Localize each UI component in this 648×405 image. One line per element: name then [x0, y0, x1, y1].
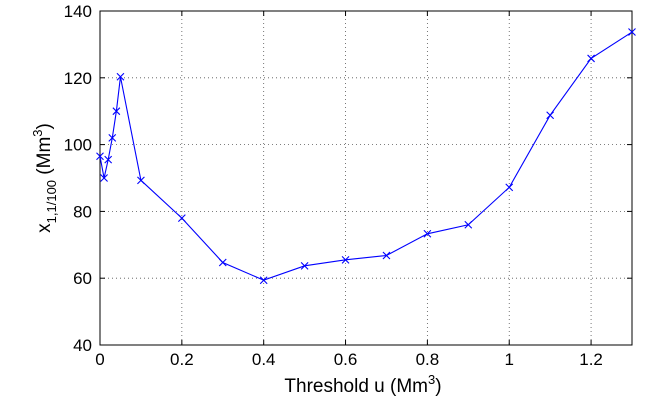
- data-point-marker: [100, 174, 108, 182]
- x-tick-label: 0.8: [416, 350, 440, 369]
- data-point-marker: [505, 183, 514, 192]
- data-point-marker: [104, 155, 113, 164]
- x-axis-label: Threshold u (Mm3): [284, 372, 441, 397]
- y-axis-label: x1,1/100 (Mm3): [30, 123, 59, 233]
- x-tick-label: 0.6: [334, 350, 358, 369]
- data-point-marker: [96, 152, 104, 161]
- y-tick-label: 140: [64, 2, 92, 21]
- data-point-marker: [628, 28, 636, 36]
- axis-ticks: 0 0.2 0.4 0.6 0.8 1 1.2 40 60 80 100 120 140: [64, 2, 632, 369]
- data-point-marker: [112, 107, 121, 116]
- y-tick-label: 120: [64, 69, 92, 88]
- x-tick-label: 1: [504, 350, 513, 369]
- data-point-marker: [108, 134, 117, 142]
- y-tick-label: 60: [73, 269, 92, 288]
- data-point-marker: [137, 176, 145, 185]
- x-tick-label: 1.2: [579, 350, 603, 369]
- plot-frame: [99, 10, 633, 346]
- data-series: [96, 28, 636, 285]
- x-tick-label: 0: [95, 350, 104, 369]
- grid: [99, 10, 632, 346]
- x-tick-label: 0.2: [170, 350, 194, 369]
- y-tick-label: 80: [73, 202, 92, 221]
- data-point-marker: [177, 214, 186, 222]
- data-point-marker: [341, 255, 350, 264]
- data-point-marker: [218, 258, 227, 267]
- data-point-marker: [587, 54, 595, 63]
- y-tick-label: 100: [64, 136, 92, 155]
- data-point-marker: [259, 276, 268, 285]
- data-point-marker: [423, 229, 432, 238]
- y-tick-label: 40: [73, 336, 92, 355]
- data-point-marker: [382, 251, 391, 260]
- data-point-marker: [116, 72, 125, 81]
- data-point-marker: [300, 261, 309, 270]
- data-point-marker: [546, 111, 555, 120]
- series-line: [99, 31, 633, 281]
- x-tick-label: 0.4: [252, 350, 276, 369]
- data-point-marker: [464, 220, 473, 229]
